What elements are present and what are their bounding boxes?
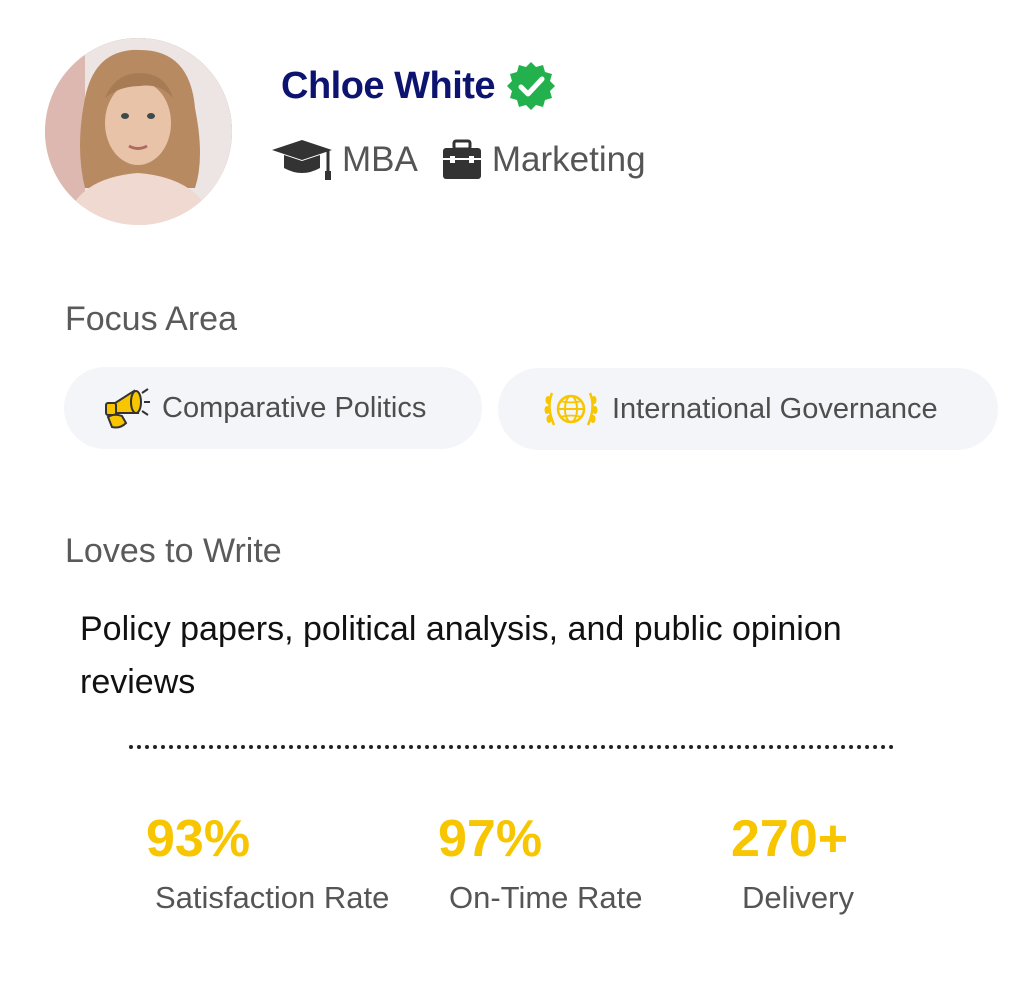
profile-header: Chloe White <box>281 60 557 112</box>
stat-value-delivery: 270+ <box>731 810 849 868</box>
stat-label-on-time: On-Time Rate <box>449 880 643 915</box>
avatar <box>45 38 232 225</box>
divider <box>129 745 894 749</box>
megaphone-icon <box>105 388 150 429</box>
degree: MBA <box>270 138 418 182</box>
focus-chip-international-governance[interactable]: International Governance <box>498 368 998 450</box>
focus-chip-comparative-politics[interactable]: Comparative Politics <box>64 367 482 449</box>
loves-to-write-heading: Loves to Write <box>65 532 282 570</box>
verified-badge-icon <box>507 62 556 110</box>
profile-name: Chloe White <box>281 65 496 107</box>
graduation-cap-icon <box>272 140 332 180</box>
focus-chip-label: Comparative Politics <box>162 391 427 424</box>
profile-photo <box>45 38 232 225</box>
department: Marketing <box>440 138 646 182</box>
profile-meta: MBA Marketing <box>270 138 646 182</box>
focus-area-heading: Focus Area <box>65 300 237 338</box>
stat-value-satisfaction: 93% <box>146 810 251 868</box>
stat-value-on-time: 97% <box>438 810 543 868</box>
focus-chip-label: International Governance <box>612 392 938 425</box>
degree-label: MBA <box>342 140 418 179</box>
briefcase-icon <box>442 139 481 179</box>
stat-label-delivery: Delivery <box>742 880 854 915</box>
department-label: Marketing <box>491 140 646 179</box>
stat-label-satisfaction: Satisfaction Rate <box>155 880 390 915</box>
loves-to-write-text: Policy papers, political analysis, and p… <box>80 610 842 701</box>
globe-laurel-icon <box>544 392 598 426</box>
